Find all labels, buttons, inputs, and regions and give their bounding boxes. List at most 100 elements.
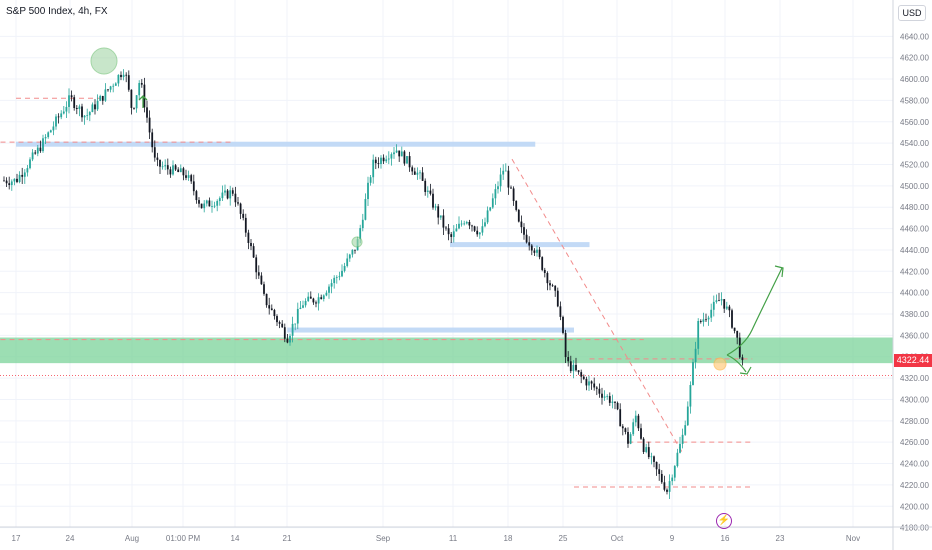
candle-body [286, 338, 289, 343]
lightning-icon[interactable]: ⚡ [716, 513, 732, 529]
candle-body [226, 190, 229, 199]
candle-body [348, 254, 351, 259]
candle-body [237, 202, 239, 204]
y-tick-label: 4220.00 [900, 481, 929, 490]
candle-body [668, 481, 671, 492]
candle-body [424, 180, 427, 192]
trendline [511, 158, 683, 454]
candle-body [642, 438, 645, 452]
candle-body [738, 337, 741, 358]
candle-body [307, 296, 310, 301]
candle-body [478, 232, 481, 235]
candle-body [42, 138, 44, 152]
candle-body [515, 200, 518, 210]
candle-body [221, 192, 224, 199]
candle-body [174, 165, 177, 170]
y-tick-label: 4380.00 [900, 310, 929, 319]
candle-body [195, 191, 198, 201]
candle-body [525, 234, 528, 243]
candle-body [510, 187, 512, 189]
candle-body [676, 452, 679, 467]
candle-body [468, 221, 471, 226]
candle-body [23, 172, 26, 177]
candle-body [575, 364, 577, 371]
candle-body [541, 257, 544, 270]
candle-body [582, 376, 585, 379]
x-tick-label: 21 [283, 534, 292, 543]
candle-body [265, 293, 268, 306]
candle-body [244, 217, 247, 233]
candle-body [403, 151, 406, 164]
candle-body [437, 206, 440, 218]
candle-body [694, 348, 697, 362]
candle-body [439, 215, 442, 218]
candle-body [247, 232, 250, 243]
candle-body [5, 180, 8, 184]
y-tick-label: 4420.00 [900, 267, 929, 276]
candle-body [101, 95, 104, 101]
candle-body [720, 299, 723, 301]
candle-body [203, 203, 206, 209]
candle-body [533, 250, 536, 253]
y-tick-label: 4440.00 [900, 246, 929, 255]
candle-body [169, 169, 172, 175]
candle-body [689, 385, 692, 407]
candle-body [255, 257, 258, 273]
x-tick-label: 17 [12, 534, 21, 543]
candle-body [161, 166, 164, 168]
candle-body [252, 246, 255, 258]
candle-body [684, 425, 687, 435]
y-tick-label: 4180.00 [900, 524, 929, 533]
currency-button[interactable]: USD [898, 5, 926, 21]
candle-body [647, 447, 650, 458]
x-tick-label: Nov [846, 534, 860, 543]
y-tick-label: 4500.00 [900, 182, 929, 191]
candle-body [185, 175, 187, 178]
candle-body [406, 156, 408, 164]
candle-body [172, 165, 174, 175]
candle-body [471, 225, 473, 227]
bearish-arrowhead [739, 366, 752, 375]
candle-body [543, 269, 546, 273]
candle-body [91, 104, 94, 113]
candle-body [452, 231, 455, 237]
candle-body [107, 89, 109, 91]
x-tick-label: 11 [449, 534, 458, 543]
candle-body [294, 323, 297, 325]
candle-body [338, 276, 341, 278]
candle-body [31, 152, 34, 160]
candle-body [177, 169, 180, 173]
candle-body [127, 75, 130, 90]
candle-body [218, 198, 221, 202]
candle-body [517, 209, 520, 222]
candle-body [395, 150, 398, 153]
candle-body [413, 171, 416, 175]
candle-body [52, 126, 55, 131]
candle-body [234, 193, 237, 203]
candle-body [569, 361, 572, 372]
candle-body [122, 74, 125, 78]
candle-body [117, 74, 120, 84]
candle-body [728, 306, 731, 311]
candle-body [213, 205, 216, 207]
candle-body [99, 95, 102, 101]
candle-body [263, 284, 265, 294]
candle-body [673, 466, 676, 478]
candle-body [325, 292, 328, 296]
candle-body [556, 290, 559, 307]
candle-body [645, 447, 648, 452]
candle-body [361, 219, 364, 229]
candle-body [705, 319, 707, 321]
candle-body [151, 132, 154, 148]
candle-body [153, 147, 156, 158]
high-circle-marker [90, 47, 118, 75]
candle-body [520, 221, 523, 228]
y-tick-label: 4280.00 [900, 417, 929, 426]
candle-body [564, 332, 567, 358]
candle-body [445, 227, 447, 229]
candle-body [554, 285, 557, 291]
candle-body [499, 174, 502, 187]
candle-body [364, 199, 367, 220]
candle-body [632, 422, 635, 435]
